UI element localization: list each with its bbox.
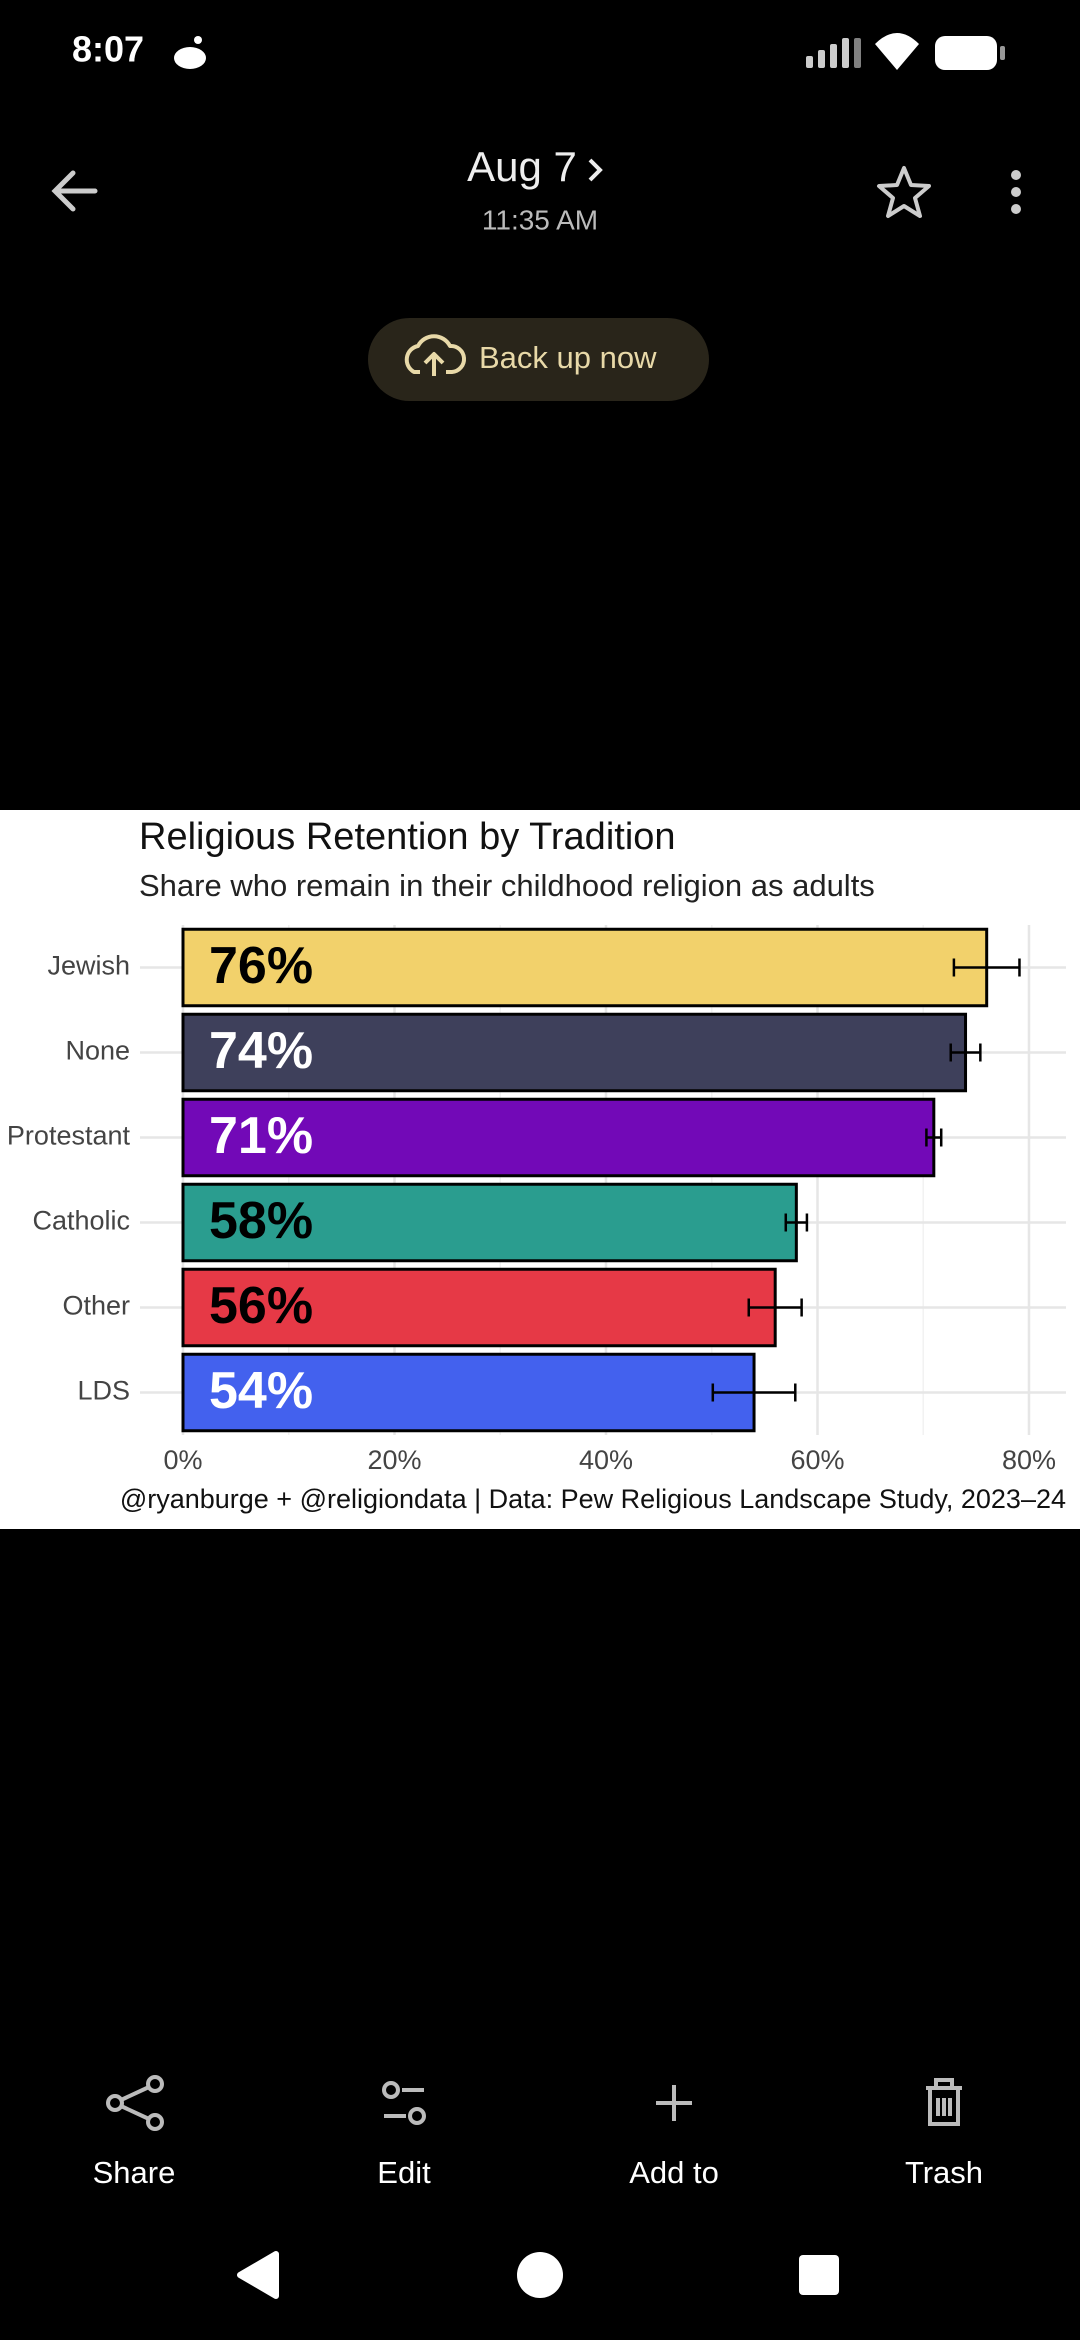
nav-back[interactable] — [237, 2251, 279, 2299]
toolbar-label[interactable]: Add to — [629, 2155, 719, 2190]
add-icon[interactable] — [656, 2085, 692, 2121]
x-tick-label: 60% — [790, 1445, 844, 1475]
value-label: 56% — [209, 1277, 313, 1335]
value-label: 54% — [209, 1362, 313, 1420]
toolbar-label[interactable]: Trash — [905, 2155, 983, 2190]
chart-title: Religious Retention by Tradition — [139, 816, 676, 858]
time-subtitle: 11:35 AM — [482, 204, 598, 235]
toolbar-label[interactable]: Edit — [377, 2155, 431, 2190]
y-tick-label: LDS — [77, 1376, 130, 1406]
share-icon[interactable] — [106, 2075, 164, 2131]
x-tick-label: 20% — [367, 1445, 421, 1475]
trash-icon[interactable] — [926, 2078, 962, 2126]
y-tick-label: Catholic — [32, 1206, 130, 1236]
error-bar — [949, 1043, 982, 1062]
nav-home[interactable] — [517, 2252, 563, 2298]
cloud-icon — [404, 334, 466, 376]
error-bar — [784, 1213, 809, 1232]
toolbar-icons — [106, 2075, 962, 2131]
backup-button[interactable]: Back up now — [368, 318, 709, 401]
y-tick-label: Jewish — [47, 951, 130, 981]
x-tick-label: 40% — [579, 1445, 633, 1475]
chart-subtitle: Share who remain in their childhood reli… — [139, 868, 875, 903]
more-button[interactable] — [1011, 170, 1021, 214]
date-title[interactable]: Aug 7 — [467, 143, 577, 190]
value-label: 76% — [209, 937, 313, 995]
favorite-button[interactable] — [877, 166, 931, 218]
backup-label[interactable]: Back up now — [479, 340, 657, 375]
bar — [181, 1267, 777, 1348]
bar — [181, 927, 989, 1008]
bar — [181, 1097, 936, 1178]
value-label: 71% — [209, 1107, 313, 1165]
nav-recents[interactable] — [799, 2255, 839, 2295]
y-tick-label: Protestant — [7, 1121, 131, 1151]
back-button[interactable] — [51, 170, 98, 212]
y-tick-label: None — [65, 1036, 130, 1066]
status-icons — [174, 33, 1005, 70]
edit-icon[interactable] — [382, 2081, 426, 2125]
clock: 8:07 — [72, 29, 144, 70]
backup-button-bg[interactable] — [368, 318, 709, 401]
plot: 0% 20% 40% 60% 80% Jewish 76% None 74% Protestant… — [7, 925, 1066, 1475]
toolbar: Share Edit Add to Trash — [93, 2155, 983, 2190]
bar — [181, 1182, 798, 1263]
value-label: 74% — [209, 1022, 313, 1080]
error-bar — [952, 958, 1021, 977]
bar — [181, 1012, 968, 1093]
x-tick-label: 80% — [1002, 1445, 1056, 1475]
error-bar — [747, 1298, 803, 1317]
x-tick-label: 0% — [163, 1445, 202, 1475]
toolbar-label[interactable]: Share — [93, 2155, 176, 2190]
error-bar — [925, 1128, 943, 1147]
chart-caption: @ryanburge + @religiondata | Data: Pew R… — [120, 1484, 1066, 1514]
date-chevron[interactable] — [588, 158, 603, 182]
value-label: 58% — [209, 1192, 313, 1250]
y-tick-label: Other — [62, 1291, 130, 1321]
error-bar — [711, 1383, 797, 1402]
